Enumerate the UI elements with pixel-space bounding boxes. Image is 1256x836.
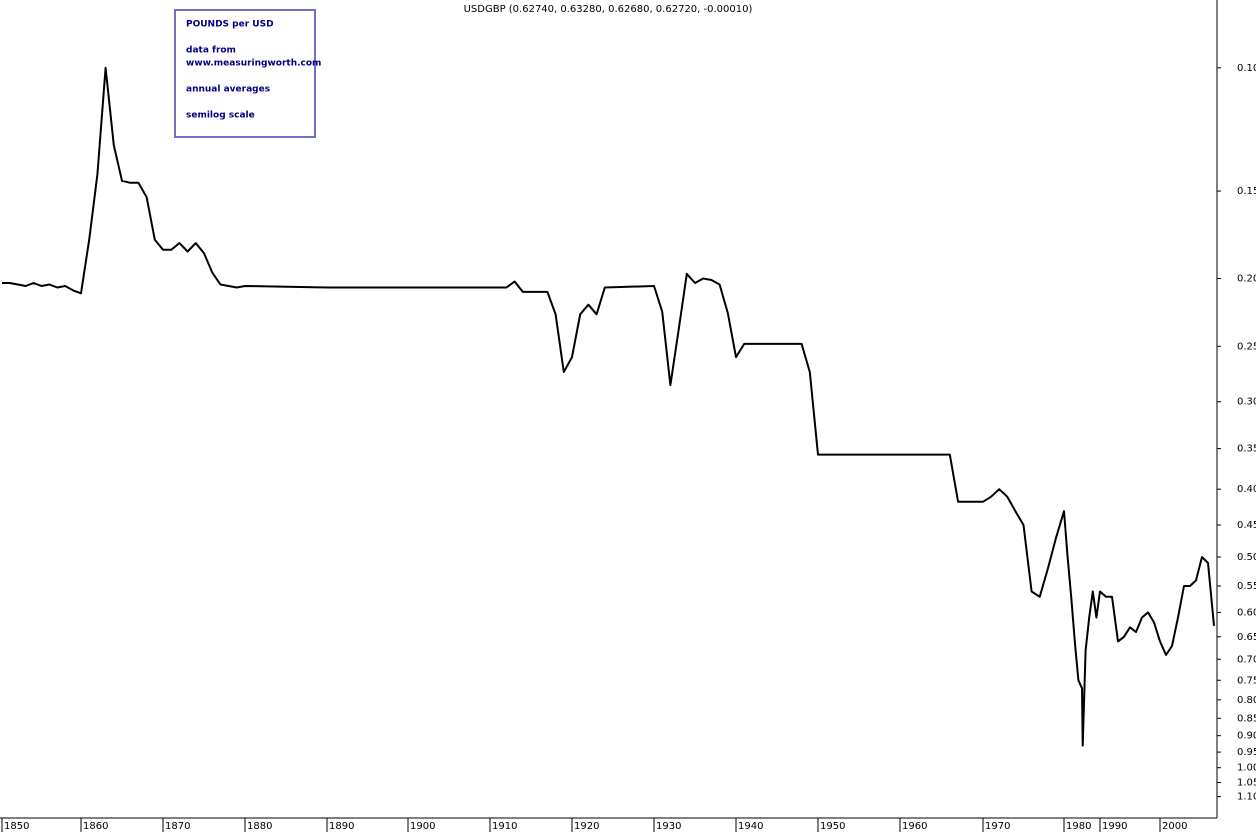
y-tick-label: 1.00 [1237,763,1256,774]
price-line [2,66,1215,747]
x-tick-label: 1880 [247,821,272,832]
y-tick-label: 1.10 [1237,792,1256,803]
x-tick-label: 1910 [492,821,517,832]
y-tick-label: 0.25 [1237,341,1256,352]
note: semilog scale [186,111,255,121]
note: www.measuringworth.com [186,59,321,69]
y-tick-label: 0.10 [1237,63,1256,74]
x-tick-label: 1870 [165,821,190,832]
y-tick-label: 0.45 [1237,520,1256,531]
y-tick-label: 0.95 [1237,747,1256,758]
y-tick-label: 0.85 [1237,713,1256,724]
x-tick-label: 1980 [1066,821,1091,832]
y-tick-label: 0.65 [1237,632,1256,643]
x-tick-label: 1930 [656,821,681,832]
x-tick-label: 1900 [410,821,435,832]
note: annual averages [186,85,270,95]
note-box [174,9,316,138]
y-tick-label: 0.80 [1237,695,1256,706]
x-tick-label: 1860 [83,821,108,832]
y-tick-label: 0.70 [1237,654,1256,665]
chart-title: USDGBP (0.62740, 0.63280, 0.62680, 0.627… [464,4,753,15]
y-tick-label: 0.35 [1237,444,1256,455]
y-tick-label: 0.60 [1237,607,1256,618]
y-tick-label: 0.50 [1237,552,1256,563]
y-tick-label: 0.75 [1237,675,1256,686]
x-tick-label: 1960 [902,821,927,832]
y-tick-label: 1.05 [1237,778,1256,789]
x-tick-label: 1920 [574,821,599,832]
x-tick-label: 1950 [820,821,845,832]
x-tick-label: 1850 [4,821,29,832]
y-tick-label: 0.40 [1237,484,1256,495]
y-tick-label: 0.90 [1237,731,1256,742]
x-tick-label: 1890 [329,821,354,832]
y-tick-label: 0.30 [1237,397,1256,408]
y-tick-label: 0.15 [1237,186,1256,197]
x-tick-label: 1970 [985,821,1010,832]
note: data from [186,46,236,56]
y-tick-label: 0.20 [1237,274,1256,285]
x-tick-label: 1990 [1102,821,1127,832]
x-tick-label: 1940 [738,821,763,832]
note: POUNDS per USD [186,20,274,30]
y-tick-label: 0.55 [1237,581,1256,592]
x-tick-label: 2000 [1162,821,1187,832]
